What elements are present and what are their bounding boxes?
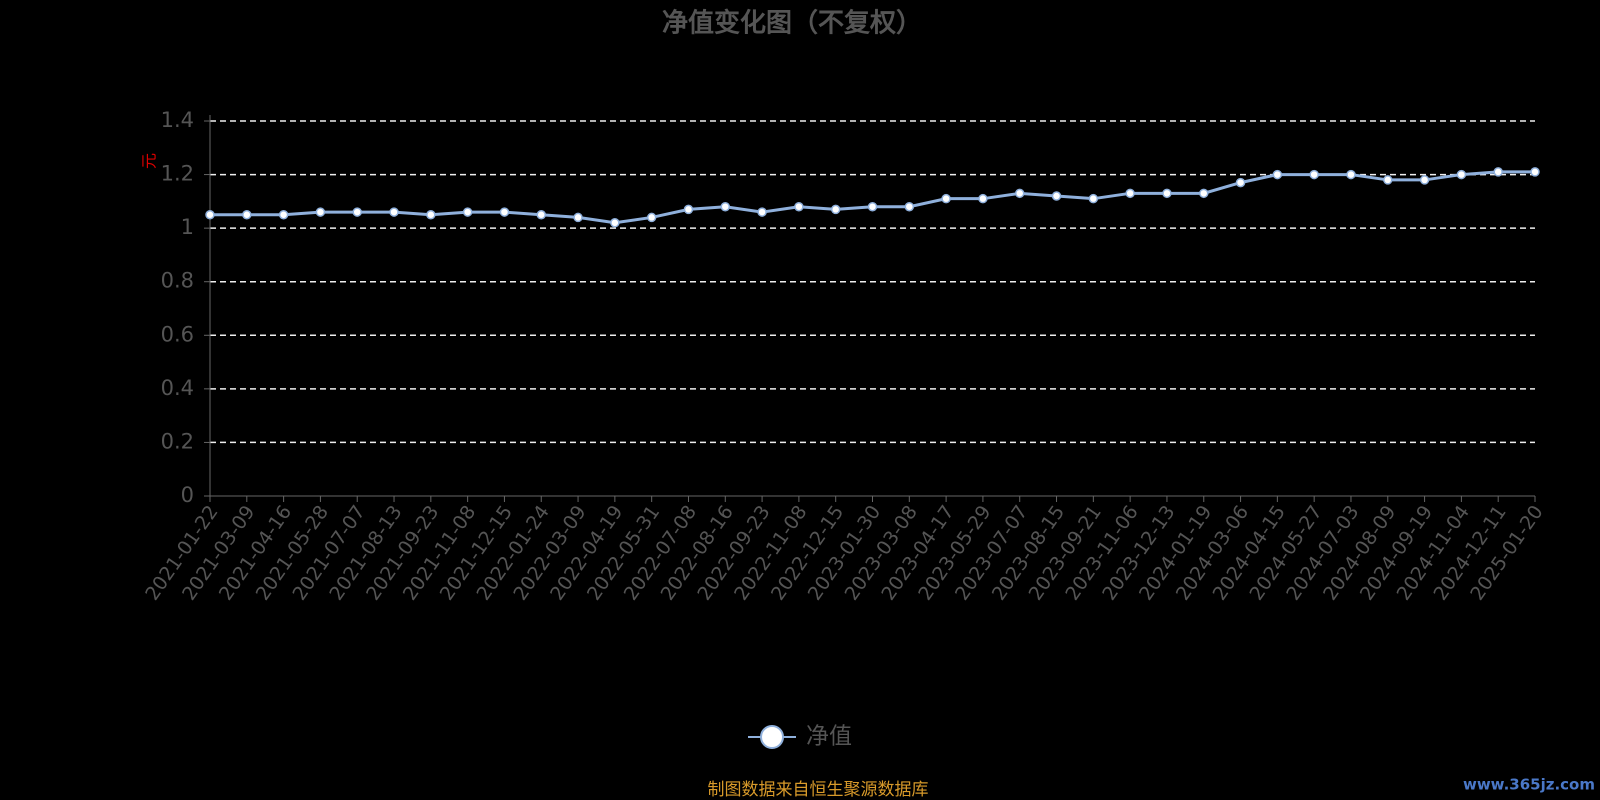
point xyxy=(1383,175,1393,185)
point xyxy=(1456,169,1467,180)
point xyxy=(1088,193,1099,204)
point xyxy=(499,207,510,217)
point xyxy=(720,201,731,212)
y-tick-label: 1.4 xyxy=(161,108,194,132)
point xyxy=(352,207,362,217)
point xyxy=(1272,169,1283,180)
point xyxy=(1346,169,1356,180)
y-tick-label: 0.2 xyxy=(161,429,194,453)
point xyxy=(573,212,583,223)
legend-marker xyxy=(760,725,784,749)
point xyxy=(1493,167,1503,177)
y-axis-label: 元 xyxy=(140,153,159,169)
y-tick-label: 0.4 xyxy=(161,376,194,400)
point xyxy=(757,207,767,217)
source-note: 制图数据来自恒生聚源数据库 xyxy=(708,780,929,800)
point xyxy=(1309,169,1319,180)
point xyxy=(1530,167,1540,177)
point xyxy=(389,207,399,217)
point xyxy=(315,207,326,217)
point xyxy=(610,218,620,228)
watermark: www.365jz.com xyxy=(1463,776,1595,794)
y-tick-label: 0.6 xyxy=(161,322,194,346)
point xyxy=(646,212,657,223)
point xyxy=(1014,188,1025,199)
point xyxy=(1125,188,1135,199)
point xyxy=(867,201,878,212)
point xyxy=(242,210,252,220)
y-tick-label: 0.8 xyxy=(161,269,194,293)
point xyxy=(904,201,915,212)
point xyxy=(941,193,951,204)
point xyxy=(1051,191,1062,201)
point xyxy=(426,210,436,220)
point xyxy=(462,207,473,217)
y-tick-label: 1.2 xyxy=(161,162,194,186)
point xyxy=(683,204,694,215)
chart-title: 净值变化图（不复权） xyxy=(662,8,922,39)
point xyxy=(978,193,988,204)
point xyxy=(205,210,215,220)
point xyxy=(278,210,289,220)
y-tick-label: 1 xyxy=(181,215,194,239)
point xyxy=(536,210,546,220)
point xyxy=(1162,188,1172,199)
point xyxy=(1235,177,1246,188)
point xyxy=(830,204,841,215)
y-tick-label: 0 xyxy=(181,483,194,507)
point xyxy=(794,201,804,212)
point xyxy=(1419,175,1430,185)
legend-label: 净值 xyxy=(806,724,852,750)
point xyxy=(1199,188,1209,199)
